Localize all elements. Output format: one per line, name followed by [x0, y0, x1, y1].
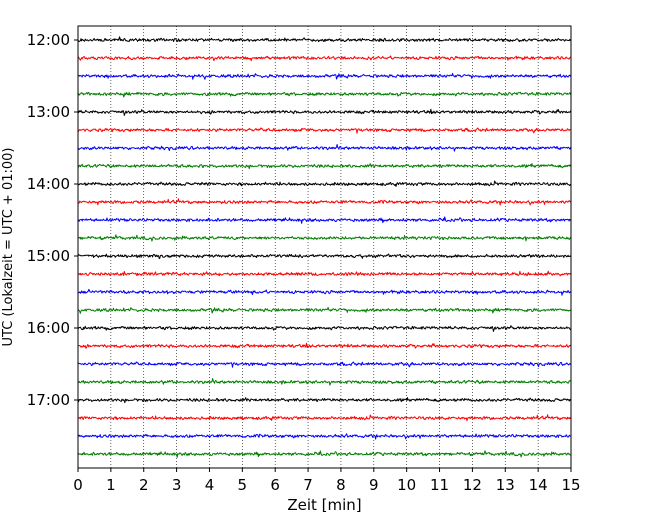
- x-tick-label: 4: [205, 476, 215, 494]
- seismogram-trace: [77, 198, 572, 206]
- seismogram-trace: [77, 91, 572, 98]
- seismogram-trace: [77, 288, 572, 296]
- seismogram-trace: [77, 433, 572, 440]
- x-tick-label: 5: [238, 476, 248, 494]
- x-tick-label: 6: [270, 476, 280, 494]
- x-tick-label: 3: [172, 476, 182, 494]
- x-tick-label: 13: [496, 476, 515, 494]
- x-tick-label: 10: [397, 476, 416, 494]
- seismogram-trace: [77, 325, 572, 332]
- y-tick-label: 13:00: [27, 103, 70, 121]
- seismogram-trace: [77, 36, 572, 43]
- seismogram-trace: [77, 414, 572, 422]
- seismogram-trace: [77, 216, 572, 224]
- seismogram-trace: [77, 342, 572, 349]
- y-axis-label: UTC (Lokalzeit = UTC + 01:00): [1, 148, 16, 347]
- seismogram-trace: [77, 180, 572, 187]
- seismogram-trace: [77, 270, 572, 277]
- y-tick-label: 14:00: [27, 175, 70, 193]
- seismogram-traces: [77, 36, 572, 458]
- y-axis-ticks: 12:00 13:00 14:00 15:00 16:00 17:00: [27, 31, 78, 409]
- seismogram-trace: [77, 108, 572, 116]
- seismogram-trace: [77, 306, 572, 314]
- x-tick-label: 14: [529, 476, 548, 494]
- seismogram-trace: [77, 397, 572, 404]
- x-tick-label: 11: [430, 476, 449, 494]
- x-axis-label: Zeit [min]: [287, 496, 361, 514]
- seismogram-trace: [77, 127, 572, 134]
- plot-frame: [77, 25, 572, 469]
- x-tick-label: 15: [561, 476, 580, 494]
- seismogram-trace: [77, 144, 572, 152]
- x-tick-label: 1: [106, 476, 116, 494]
- x-tick-label: 8: [336, 476, 346, 494]
- seismogram-trace: [77, 450, 572, 458]
- y-tick-label: 17:00: [27, 391, 70, 409]
- seismogram-trace: [77, 72, 572, 80]
- seismogram-trace: [77, 163, 572, 170]
- seismogram-trace: [77, 361, 572, 368]
- y-tick-label: 15:00: [27, 247, 70, 265]
- x-tick-label: 7: [303, 476, 313, 494]
- x-tick-label: 2: [139, 476, 149, 494]
- seismogram-trace: [77, 234, 572, 242]
- y-tick-label: 16:00: [27, 319, 70, 337]
- seismogram-trace: [77, 55, 572, 62]
- seismogram-trace: [77, 378, 572, 386]
- x-tick-label: 0: [73, 476, 83, 494]
- x-tick-label: 12: [463, 476, 482, 494]
- y-tick-label: 12:00: [27, 31, 70, 49]
- x-tick-label: 9: [369, 476, 379, 494]
- seismogram-trace: [77, 253, 572, 260]
- x-axis-ticks: 0 1 2 3 4 5 6 7 8 9 10 11 12 13 14 15: [73, 468, 581, 494]
- vertical-grid-lines: [110, 26, 539, 468]
